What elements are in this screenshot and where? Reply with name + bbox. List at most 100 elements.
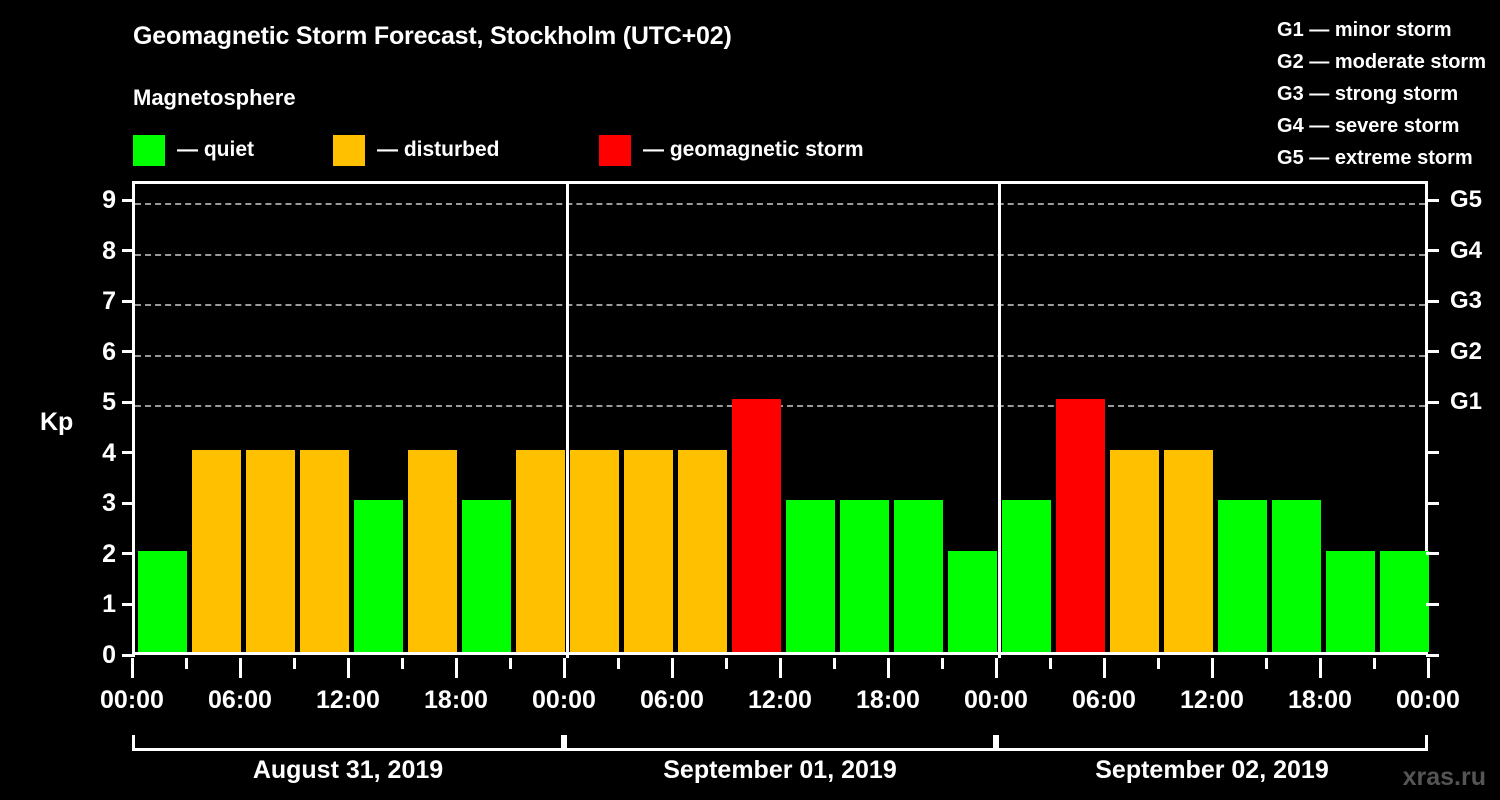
x-tick-label-6: 12:00: [748, 686, 812, 714]
bar-12: [785, 500, 835, 652]
y-tick-mark-9: [122, 198, 135, 202]
g-minor-tick-4: [1426, 451, 1439, 455]
bar-3: [299, 449, 349, 652]
y-tick-mark-3: [122, 501, 135, 505]
watermark: xras.ru: [1402, 763, 1486, 791]
bar-7: [515, 449, 565, 652]
y-tick-mark-2: [122, 552, 135, 556]
bar-23: [1379, 550, 1429, 652]
bar-14: [893, 500, 943, 652]
bar-10: [677, 449, 727, 652]
x-tick-mark-h27: [616, 658, 620, 669]
g-legend-line-3: G3 — strong storm: [1277, 83, 1459, 105]
y-tick-mark-5: [122, 400, 135, 404]
bar-9: [623, 449, 673, 652]
x-tick-label-2: 12:00: [316, 686, 380, 714]
bar-4: [353, 500, 403, 652]
magnetosphere-label: Magnetosphere: [133, 85, 296, 110]
bar-5: [407, 449, 457, 652]
bar-15: [947, 550, 997, 652]
x-tick-label-3: 18:00: [424, 686, 488, 714]
y-tick-mark-0: [122, 653, 135, 657]
gridline-kp-7: [135, 304, 1425, 307]
x-tick-mark-h60: [1210, 658, 1214, 678]
x-tick-mark-h51: [1048, 658, 1052, 669]
g-legend-line-1: G1 — minor storm: [1277, 19, 1452, 41]
date-bracket-1: [132, 735, 564, 751]
x-tick-mark-h57: [1156, 658, 1160, 669]
x-tick-mark-h42: [886, 658, 890, 678]
x-tick-mark-h39: [832, 658, 836, 669]
y-tick-mark-1: [122, 602, 135, 606]
gridline-kp-6: [135, 354, 1425, 357]
x-tick-mark-h69: [1372, 658, 1376, 669]
legend-swatch-quiet: [133, 135, 165, 166]
bar-series: [135, 184, 1429, 652]
g-minor-tick-3: [1426, 501, 1439, 505]
page-title: Geomagnetic Storm Forecast, Stockholm (U…: [133, 22, 732, 50]
y-tick-mark-6: [122, 350, 135, 354]
g-minor-tick-0: [1426, 653, 1439, 657]
gridline-kp-8: [135, 253, 1425, 256]
legend-label-quiet: — quiet: [177, 138, 254, 161]
legend-swatch-geomagnetic-storm: [599, 135, 631, 166]
x-tick-label-11: 18:00: [1288, 686, 1352, 714]
x-tick-mark-h21: [508, 658, 512, 669]
x-tick-mark-h24: [562, 658, 566, 678]
date-label-3: September 02, 2019: [1095, 756, 1329, 784]
x-tick-label-7: 18:00: [856, 686, 920, 714]
bar-2: [245, 449, 295, 652]
y-axis-title: Kp: [40, 408, 74, 436]
date-label-2: September 01, 2019: [663, 756, 897, 784]
legend-swatch-disturbed: [333, 135, 365, 166]
x-tick-mark-h45: [940, 658, 944, 669]
x-tick-mark-h6: [238, 658, 242, 678]
bar-20: [1217, 500, 1267, 652]
x-tick-label-8: 00:00: [964, 686, 1028, 714]
date-bracket-2: [564, 735, 996, 751]
plot-area: [132, 181, 1429, 658]
bar-13: [839, 500, 889, 652]
x-tick-label-0: 00:00: [100, 686, 164, 714]
bar-0: [137, 550, 187, 652]
g-tick-mark-G1: [1426, 400, 1439, 404]
x-tick-mark-h72: [1426, 658, 1430, 678]
g-minor-tick-2: [1426, 552, 1439, 556]
g-tick-mark-G2: [1426, 350, 1439, 354]
g-tick-mark-G3: [1426, 299, 1439, 303]
x-tick-mark-h54: [1102, 658, 1106, 678]
bar-17: [1055, 399, 1105, 652]
gridline-kp-9: [135, 203, 1425, 205]
x-tick-mark-h0: [130, 658, 134, 678]
x-tick-mark-h15: [400, 658, 404, 669]
bar-1: [191, 449, 241, 652]
bar-22: [1325, 550, 1375, 652]
bar-6: [461, 500, 511, 652]
x-tick-label-12: 00:00: [1396, 686, 1460, 714]
x-tick-mark-h9: [292, 658, 296, 669]
day-divider-1: [565, 184, 569, 658]
legend-label-geomagnetic-storm: — geomagnetic storm: [643, 138, 864, 161]
g-legend-line-5: G5 — extreme storm: [1277, 147, 1473, 169]
date-bracket-3: [996, 735, 1428, 751]
g-minor-tick-1: [1426, 602, 1439, 606]
day-divider-2: [997, 184, 1001, 658]
x-tick-label-1: 06:00: [208, 686, 272, 714]
bar-11: [731, 399, 781, 652]
y-tick-mark-8: [122, 249, 135, 253]
x-tick-mark-h12: [346, 658, 350, 678]
g-tick-mark-G5: [1426, 198, 1439, 202]
y-tick-mark-7: [122, 299, 135, 303]
bar-21: [1271, 500, 1321, 652]
y-tick-mark-4: [122, 451, 135, 455]
date-label-1: August 31, 2019: [252, 756, 444, 784]
x-tick-label-10: 12:00: [1180, 686, 1244, 714]
g-legend-line-4: G4 — severe storm: [1277, 115, 1460, 137]
x-tick-mark-h48: [994, 658, 998, 678]
legend-label-disturbed: — disturbed: [377, 138, 500, 161]
g-legend-line-2: G2 — moderate storm: [1277, 51, 1486, 73]
x-tick-label-4: 00:00: [532, 686, 596, 714]
x-tick-mark-h18: [454, 658, 458, 678]
x-tick-mark-h30: [670, 658, 674, 678]
x-tick-label-5: 06:00: [640, 686, 704, 714]
